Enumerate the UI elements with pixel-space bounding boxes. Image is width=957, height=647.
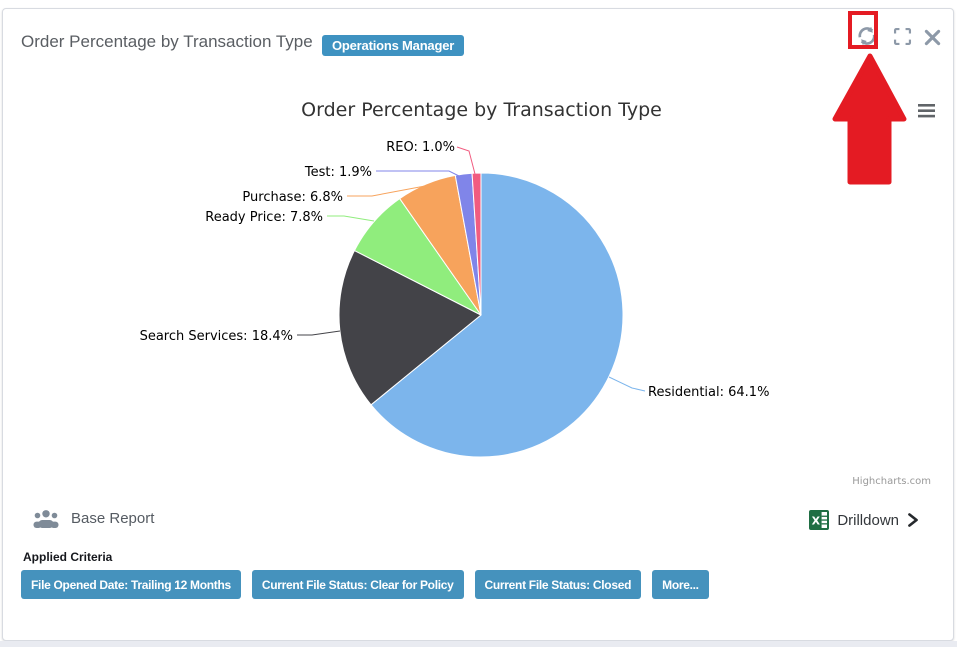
close-icon xyxy=(924,29,940,46)
refresh-button[interactable] xyxy=(854,24,880,50)
report-role-badge: Operations Manager xyxy=(322,35,465,56)
chart-menu-button[interactable] xyxy=(916,103,938,121)
page-background-strip xyxy=(0,641,957,647)
excel-icon: X xyxy=(809,510,830,530)
expand-button[interactable] xyxy=(891,26,913,48)
expand-icon xyxy=(893,27,911,46)
highcharts-credit[interactable]: Highcharts.com xyxy=(852,476,931,487)
svg-text:X: X xyxy=(812,515,821,528)
pie-slice-search-services[interactable] xyxy=(338,249,482,406)
criteria-button-more[interactable]: More... xyxy=(652,570,709,599)
criteria-button-status-closed[interactable]: Current File Status: Closed xyxy=(474,570,642,599)
report-card: Order Percentage by Transaction Type Ope… xyxy=(2,8,954,641)
pie-label-ready-price: Ready Price: 7.8% xyxy=(205,210,323,225)
hamburger-icon xyxy=(918,103,935,117)
applied-criteria-label: Applied Criteria xyxy=(23,550,113,564)
drilldown-button[interactable]: X Drilldown xyxy=(809,510,919,530)
pie-label-purchase: Purchase: 6.8% xyxy=(242,190,343,205)
card-title: Order Percentage by Transaction Type xyxy=(21,32,313,51)
pie-label-search-services: Search Services: 18.4% xyxy=(139,329,293,344)
criteria-button-status-clear-for-policy[interactable]: Current File Status: Clear for Policy xyxy=(251,570,464,599)
pie-label-reo: REO: 1.0% xyxy=(386,140,455,155)
pie-label-residential: Residential: 64.1% xyxy=(648,385,770,400)
chevron-right-icon xyxy=(908,513,918,527)
pie-label-test: Test: 1.9% xyxy=(304,165,372,180)
chart-title: Order Percentage by Transaction Type xyxy=(301,99,662,121)
drilldown-label: Drilldown xyxy=(837,511,899,529)
refresh-icon xyxy=(858,26,876,46)
criteria-button-file-opened-date[interactable]: File Opened Date: Trailing 12 Months xyxy=(21,570,241,599)
base-report-label: Base Report xyxy=(71,510,155,527)
base-report: Base Report xyxy=(33,509,154,528)
close-button[interactable] xyxy=(921,27,943,49)
pie-slice-residential[interactable] xyxy=(370,172,624,458)
applied-criteria-row: File Opened Date: Trailing 12 Months Cur… xyxy=(21,570,709,599)
users-icon xyxy=(33,510,59,528)
